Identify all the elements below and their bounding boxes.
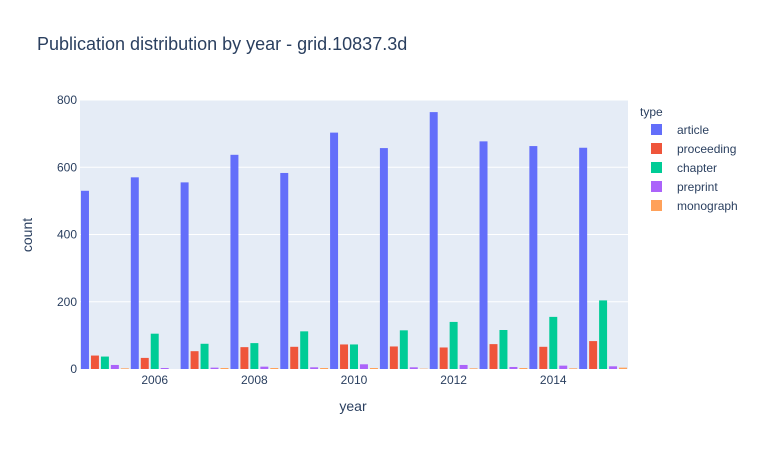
bar-preprint[interactable] — [111, 365, 119, 369]
bar-monograph[interactable] — [519, 368, 527, 369]
bar-proceeding[interactable] — [490, 344, 498, 369]
x-tick-label: 2014 — [540, 373, 567, 387]
legend-label-chapter[interactable]: chapter — [677, 161, 717, 175]
bar-article[interactable] — [280, 173, 288, 369]
bar-article[interactable] — [330, 133, 338, 369]
bar-preprint[interactable] — [260, 367, 268, 369]
bar-chapter[interactable] — [400, 330, 408, 369]
y-tick-label: 400 — [57, 228, 77, 242]
bar-preprint[interactable] — [161, 368, 169, 369]
bar-preprint[interactable] — [559, 366, 567, 369]
bar-monograph[interactable] — [619, 368, 627, 369]
legend-title: type — [640, 105, 663, 119]
bar-article[interactable] — [131, 177, 139, 369]
bar-proceeding[interactable] — [91, 356, 99, 369]
bar-monograph[interactable] — [270, 368, 278, 369]
bar-monograph[interactable] — [370, 368, 378, 369]
bar-chapter[interactable] — [201, 344, 209, 369]
bar-article[interactable] — [480, 141, 488, 369]
y-tick-label: 600 — [57, 160, 77, 174]
x-tick-label: 2008 — [241, 373, 268, 387]
legend-label-proceeding[interactable]: proceeding — [677, 142, 736, 156]
bar-chapter[interactable] — [300, 331, 308, 369]
bar-proceeding[interactable] — [390, 346, 398, 369]
x-tick-label: 2012 — [440, 373, 467, 387]
legend-label-preprint[interactable]: preprint — [677, 180, 718, 194]
bar-proceeding[interactable] — [340, 344, 348, 369]
bar-article[interactable] — [579, 148, 587, 369]
x-tick-label: 2010 — [341, 373, 368, 387]
bar-proceeding[interactable] — [539, 347, 547, 369]
bar-monograph[interactable] — [121, 368, 129, 369]
bar-chapter[interactable] — [151, 334, 159, 369]
legend-swatch-preprint[interactable] — [651, 181, 662, 192]
bar-article[interactable] — [529, 146, 537, 369]
y-axis-title: count — [19, 218, 35, 252]
bar-monograph[interactable] — [220, 368, 228, 369]
bar-proceeding[interactable] — [191, 351, 199, 369]
bar-preprint[interactable] — [310, 367, 318, 369]
legend-swatch-proceeding[interactable] — [651, 143, 662, 154]
legend-swatch-chapter[interactable] — [651, 162, 662, 173]
bar-chapter[interactable] — [350, 344, 358, 369]
bar-article[interactable] — [181, 182, 189, 369]
y-axis-ticks: 0 200 400 600 800 — [57, 93, 77, 376]
legend-swatch-article[interactable] — [651, 124, 662, 135]
legend-swatch-monograph[interactable] — [651, 200, 662, 211]
bar-proceeding[interactable] — [589, 341, 597, 369]
bar-article[interactable] — [81, 191, 89, 369]
bar-article[interactable] — [430, 112, 438, 369]
y-tick-label: 800 — [57, 93, 77, 107]
x-axis-ticks: 2006 2008 2010 2012 2014 — [141, 373, 567, 387]
bar-monograph[interactable] — [470, 368, 478, 369]
legend[interactable]: type article proceeding chapter preprint mon… — [640, 105, 738, 213]
bar-preprint[interactable] — [410, 367, 418, 369]
bar-monograph[interactable] — [569, 368, 577, 369]
x-axis-title: year — [339, 398, 367, 414]
bar-preprint[interactable] — [609, 366, 617, 369]
bar-proceeding[interactable] — [440, 347, 448, 369]
bar-monograph[interactable] — [320, 368, 328, 369]
legend-label-monograph[interactable]: monograph — [677, 199, 738, 213]
bar-chapter[interactable] — [499, 330, 507, 369]
legend-label-article[interactable]: article — [677, 123, 709, 137]
bar-proceeding[interactable] — [290, 347, 298, 369]
y-tick-label: 200 — [57, 295, 77, 309]
y-tick-label: 0 — [70, 362, 77, 376]
bar-proceeding[interactable] — [240, 347, 248, 369]
bar-preprint[interactable] — [460, 365, 468, 369]
bar-preprint[interactable] — [509, 367, 517, 369]
chart-title: Publication distribution by year - grid.… — [37, 34, 407, 54]
bar-chapter[interactable] — [250, 343, 258, 369]
bar-chapter[interactable] — [599, 300, 607, 369]
x-tick-label: 2006 — [141, 373, 168, 387]
bar-chapter[interactable] — [101, 357, 109, 369]
bar-article[interactable] — [380, 148, 388, 369]
bar-preprint[interactable] — [360, 364, 368, 369]
bar-article[interactable] — [230, 155, 238, 369]
bar-chapter[interactable] — [549, 317, 557, 369]
bar-chapter[interactable] — [450, 322, 458, 369]
bar-preprint[interactable] — [211, 368, 219, 369]
bar-proceeding[interactable] — [141, 358, 149, 369]
